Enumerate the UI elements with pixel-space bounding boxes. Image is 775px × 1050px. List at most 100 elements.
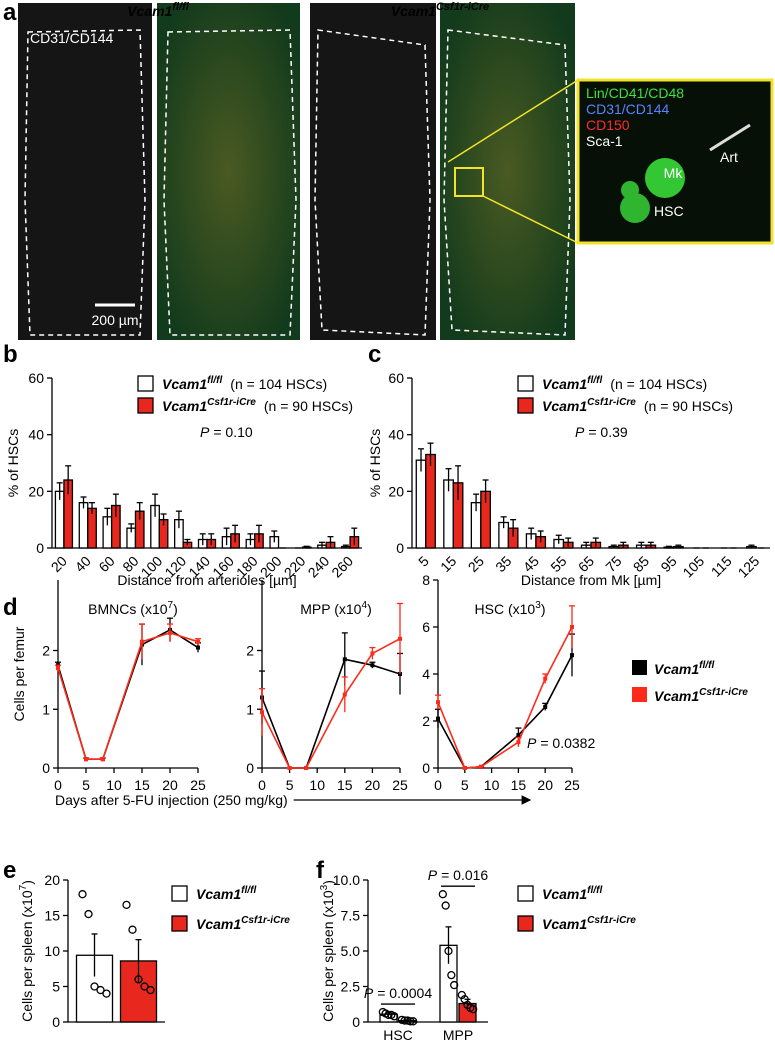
- p-value-part: P: [200, 424, 210, 440]
- legend-label-part: Vcam1: [162, 376, 207, 392]
- legend-label: Vcam1Csf1r-iCre: [654, 687, 748, 704]
- x-tick-label: 240: [305, 553, 333, 581]
- bar: [78, 502, 89, 549]
- y-tick-label: 2: [246, 643, 254, 659]
- legend-label: Vcam1Csf1r-iCre: [542, 915, 636, 932]
- image-vessel: [310, 3, 436, 340]
- y-tick-label-part: 2: [246, 643, 254, 659]
- x-tick-label-part: 25: [465, 553, 487, 575]
- scale-label: 200 µm: [92, 312, 139, 328]
- legend-swatch: [632, 687, 647, 702]
- genotype-title: Vcam1fl/fl: [127, 1, 190, 19]
- panel-label: d: [3, 594, 18, 621]
- y-axis-label-part: % of HSCs: [367, 429, 383, 497]
- panel-label: f: [316, 857, 325, 884]
- outline: [163, 29, 297, 336]
- legend-label-part: (n = 104 HSCs): [230, 376, 327, 392]
- y-tick-label-part: 60: [388, 370, 404, 386]
- y-axis-label-part: % of HSCs: [5, 429, 21, 497]
- legend-label-part: fl/fl: [699, 660, 714, 671]
- x-tick-label: 20: [365, 777, 381, 793]
- y-tick-label: 20: [28, 483, 44, 499]
- cell-label: Mk: [664, 165, 684, 181]
- data-point: [78, 890, 87, 899]
- y-tick-label-part: 2: [422, 713, 430, 729]
- data-point: [140, 982, 149, 991]
- y-tick-label-part: 40: [388, 427, 404, 443]
- chart-title-part: HSC (x10: [475, 601, 536, 617]
- x-tick-label: HSC: [383, 1027, 413, 1043]
- x-tick-label-part: 15: [134, 777, 150, 793]
- x-tick-label-part: 115: [708, 553, 735, 580]
- x-tick-label: 10: [309, 777, 325, 793]
- data-point: [146, 985, 155, 995]
- legend-swatch: [632, 660, 647, 675]
- y-tick-label-part: 20: [28, 483, 44, 499]
- x-axis-label: Distance from Mk [µm]: [521, 572, 661, 588]
- data-point: [400, 1016, 409, 1025]
- data-point: [84, 757, 88, 762]
- data-point: [56, 666, 60, 671]
- x-tick-label: 125: [735, 553, 763, 581]
- zoom-box: [454, 167, 484, 197]
- data-point: [436, 716, 440, 721]
- data-point: [478, 764, 483, 769]
- x-axis-label: Distance from arterioles [µm]: [117, 572, 296, 588]
- x-tick-label-part: 20: [162, 777, 178, 793]
- p-value-part: P: [575, 424, 585, 440]
- series-line: [57, 629, 199, 760]
- x-tick-label-part: 240: [305, 553, 333, 581]
- channel-label: Lin/CD41/CD48: [586, 85, 684, 101]
- legend-label-part: Csf1r-iCre: [587, 397, 636, 408]
- x-tick-label: 5: [461, 777, 469, 793]
- x-tick-label-part: 15: [511, 777, 527, 793]
- y-tick-label: 60: [28, 370, 44, 386]
- x-tick-label: 105: [679, 553, 707, 581]
- legend-label-part: Vcam1: [542, 376, 587, 392]
- legend-label: Vcam1fl/fl: [196, 885, 256, 902]
- y-tick-label: 1: [246, 701, 254, 717]
- chart-title-part: ): [367, 601, 372, 617]
- legend-swatch: [171, 915, 188, 932]
- legend-label-part: fl/fl: [587, 375, 602, 386]
- x-tick-label-part: 40: [72, 553, 94, 575]
- x-tick-label: MPP: [443, 1027, 473, 1043]
- chart-title-part: 3: [535, 600, 541, 611]
- data-point: [370, 663, 375, 668]
- x-tick-label: 25: [465, 553, 487, 575]
- legend-label: Vcam1Csf1r-iCre (n = 90 HSCs): [542, 397, 733, 414]
- x-tick-label: 15: [437, 553, 459, 575]
- x-tick-label-part: 105: [679, 553, 707, 581]
- y-tick-label: 0: [42, 760, 50, 776]
- y-tick-label-part: 7.5: [341, 908, 361, 924]
- y-tick-label: 0: [36, 540, 44, 556]
- legend-label: Vcam1fl/fl: [654, 660, 714, 677]
- y-tick-label-part: 15: [44, 908, 60, 924]
- legend-label-part: Vcam1: [196, 886, 241, 902]
- p-value: P = 0.0382: [527, 735, 595, 751]
- x-tick-label: 20: [162, 777, 178, 793]
- series-line: [261, 638, 401, 769]
- bar: [415, 459, 427, 549]
- y-tick-label: 8: [422, 572, 430, 588]
- data-point: [384, 1010, 393, 1020]
- y-tick-label-part: 0: [352, 1014, 360, 1030]
- data-point: [287, 766, 292, 770]
- data-point: [438, 890, 447, 899]
- genotype-name: Vcam1: [391, 3, 436, 19]
- x-tick-label-part: 15: [337, 777, 353, 793]
- y-tick-label-part: 0: [246, 760, 254, 776]
- data-point: [462, 766, 467, 770]
- data-point: [370, 651, 375, 656]
- panel-label: a: [3, 0, 17, 26]
- y-tick-label: 0: [246, 760, 254, 776]
- image-merge: [440, 3, 575, 340]
- y-tick-label: 0: [52, 1014, 60, 1030]
- x-tick-label: 10: [106, 777, 122, 793]
- legend-swatch: [137, 375, 154, 392]
- y-tick-label-part: 2.5: [341, 979, 361, 995]
- panel-label: e: [3, 857, 16, 884]
- x-tick-label-part: 5: [286, 777, 294, 793]
